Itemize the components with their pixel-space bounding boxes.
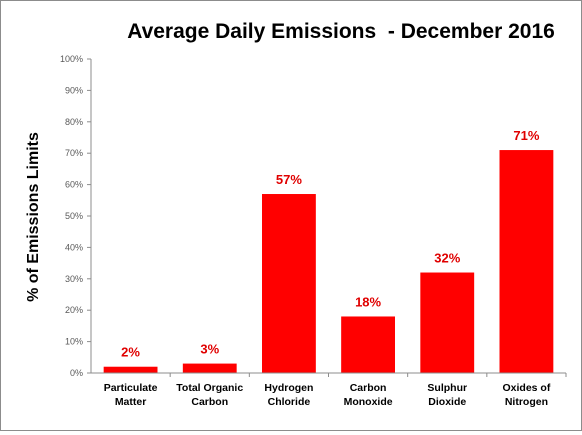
y-tick-label: 20% — [65, 305, 83, 315]
x-tick-label-line: Chloride — [268, 396, 311, 408]
y-tick-label: 60% — [65, 180, 83, 190]
x-tick-label-line: Nitrogen — [505, 396, 548, 408]
y-tick-label: 30% — [65, 274, 83, 284]
y-tick-label: 10% — [65, 337, 83, 347]
bar — [182, 363, 237, 373]
data-label: 32% — [434, 251, 460, 266]
x-tick-label-line: Particulate — [104, 382, 158, 394]
bar — [103, 366, 158, 373]
x-tick-label: Carbon Monoxide — [344, 382, 393, 408]
x-tick-label: Total Organic Carbon — [176, 382, 243, 408]
x-tick-label-line: Total Organic — [176, 382, 243, 394]
y-tick-label: 50% — [65, 211, 83, 221]
bar-series — [103, 150, 554, 373]
bar — [262, 194, 316, 373]
x-tick-label-line: Carbon — [191, 396, 228, 408]
y-tick-label: 0% — [70, 368, 83, 378]
x-tick-label: Particulate Matter — [104, 382, 158, 408]
y-tick-label: 80% — [65, 117, 83, 127]
x-axis-ticks: Particulate Matter Total Organic Carbon Hydr… — [104, 373, 567, 408]
y-tick-label: 90% — [65, 85, 83, 95]
y-tick-label: 100% — [60, 54, 83, 64]
bar — [499, 150, 554, 373]
x-tick-label-line: Sulphur — [427, 382, 467, 394]
y-tick-label: 40% — [65, 242, 83, 252]
bar — [420, 272, 475, 373]
x-tick-label: Sulphur Dioxide — [427, 382, 467, 408]
chart-title: Average Daily Emissions - December 2016 — [127, 20, 555, 43]
x-tick-label-line: Dioxide — [428, 396, 466, 408]
data-label: 57% — [276, 172, 302, 187]
x-tick-label-line: Monoxide — [344, 396, 393, 408]
y-axis-ticks: 0% 10% 20% 30% 40% 50% 60% 70% 80% 90% 100% — [60, 54, 91, 378]
x-tick-label: Oxides of Nitrogen — [502, 382, 550, 408]
x-tick-label-line: Matter — [115, 396, 147, 408]
x-tick-label-line: Oxides of — [502, 382, 550, 394]
x-tick-label: Hydrogen Chloride — [264, 382, 313, 408]
x-tick-label-line: Hydrogen — [264, 382, 313, 394]
x-tick-label-line: Carbon — [350, 382, 387, 394]
data-label: 2% — [121, 345, 140, 360]
data-labels: 2% 3% 57% 18% 32% 71% — [121, 128, 540, 360]
bar — [341, 316, 395, 373]
y-tick-label: 70% — [65, 148, 83, 158]
data-label: 3% — [200, 342, 219, 357]
y-axis-label: % of Emissions Limits — [25, 132, 42, 302]
data-label: 18% — [355, 294, 381, 309]
data-label: 71% — [513, 128, 539, 143]
